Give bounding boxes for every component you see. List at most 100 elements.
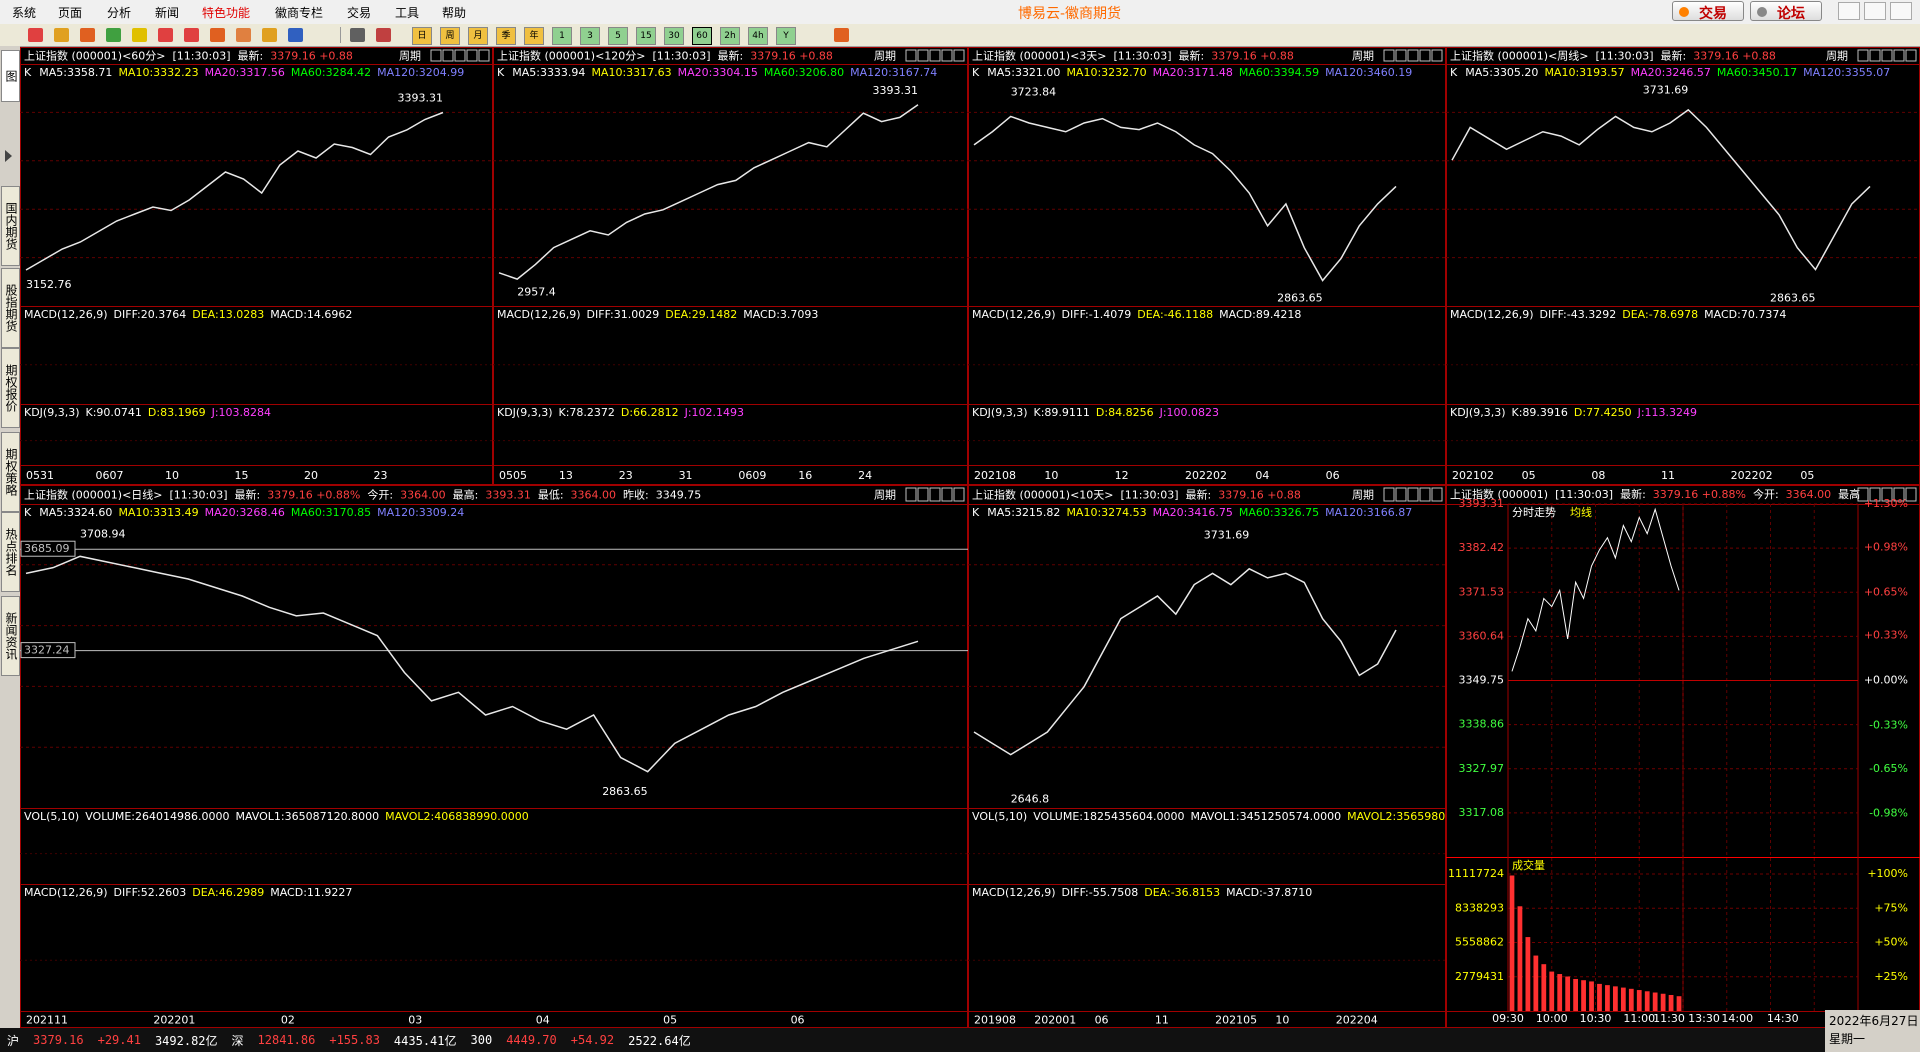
side-tab[interactable]: 期权报价 [1,348,20,428]
tool-icon[interactable] [236,28,251,42]
period-button[interactable]: 年 [524,27,544,45]
y-tick-label: 3371.53 [1459,585,1505,598]
y-tick-label: 3327.97 [1459,762,1505,775]
period-button[interactable]: 30 [664,27,684,45]
vol-y2-tick-label: +75% [1874,901,1908,914]
label-text: DEA:-78.6978 [1622,308,1698,321]
label-text: [11:30:03] [1121,489,1179,502]
label-text: J:113.3249 [1637,406,1697,419]
x-tick-label: 0531 [26,469,54,482]
period-button[interactable]: 日 [412,27,432,45]
period-button[interactable]: 5 [608,27,628,45]
low-label: 2957.4 [517,285,556,298]
tool-icon[interactable] [376,28,391,42]
status-item: 12841.86 [257,1033,316,1047]
x-tick-label: 04 [1255,469,1269,482]
menu-item[interactable]: 徽商专栏 [275,6,324,20]
period-button[interactable]: 周 [440,27,460,45]
side-tab[interactable]: 新闻资讯 [1,596,20,676]
panel-button [953,49,965,62]
vol-tick-label: 11117724 [1448,867,1504,880]
x-tick-label: 202111 [26,1014,68,1027]
tool-icon[interactable] [288,28,303,42]
vol-tick-label: 8338293 [1455,901,1504,914]
menu-item[interactable]: 页面 [58,6,83,20]
period-label: 1 [559,31,565,41]
period-button[interactable]: 4h [748,27,768,45]
side-tab[interactable]: 热点排名 [1,512,20,592]
period-label: 周 [445,31,455,41]
panel-button [1431,487,1443,502]
label-text: D:66.2812 [621,406,679,419]
top-button[interactable]: 论坛 [1750,1,1822,22]
window-control[interactable] [1838,2,1860,20]
period-button[interactable]: 15 [636,27,656,45]
label-text: 最新: [1179,49,1205,63]
label-text: 上证指数 (000001) [1450,487,1548,501]
period-button[interactable]: 60 [692,27,712,45]
x-tick-label: 202202 [1185,469,1227,482]
tool-icon[interactable] [210,28,225,42]
label-text: 上证指数 (000001)<120分> [497,49,646,63]
panel-button [1893,49,1905,62]
side-tab[interactable]: 国内期货 [1,186,20,266]
label-text: MACD(12,26,9) [24,886,108,899]
side-arrow[interactable] [5,150,12,162]
side-tab[interactable]: 期权策略 [1,432,20,512]
tool-icon[interactable] [132,28,147,42]
status-item: +54.92 [570,1033,615,1047]
label-text: MACD(12,26,9) [972,308,1056,321]
period-button[interactable]: 2h [720,27,740,45]
window-control[interactable] [1890,2,1912,20]
label-text: KDJ(9,3,3) [497,406,553,419]
menu-item[interactable]: 系统 [12,6,37,20]
k-label: K [972,506,980,519]
tool-icon[interactable] [158,28,173,42]
side-tab[interactable]: 股指期货 [1,268,20,348]
menu-item[interactable]: 工具 [395,6,420,20]
tool-icon[interactable] [28,28,43,42]
menu-item[interactable]: 新闻 [155,6,180,20]
top-button[interactable]: 交易 [1672,1,1744,22]
tool-icon[interactable] [350,28,365,42]
x-tick-label: 12 [1115,469,1129,482]
period-label: 周期 [1826,50,1848,63]
period-label: 月 [473,31,483,41]
panel-border [968,485,1446,1028]
menu-item[interactable]: 帮助 [442,6,467,20]
window-control[interactable] [1864,2,1886,20]
label-text: MA10:3317.63 [591,66,671,79]
vol-y2-tick-label: +100% [1867,867,1908,880]
label-text: 3379.16 +0.88 [1218,489,1301,502]
label-text: [11:30:03] [1596,50,1654,63]
tool-icon[interactable] [106,28,121,42]
label-text: 3364.00 [1786,488,1832,501]
menu-item[interactable]: 特色功能 [202,6,251,20]
tool-icon[interactable] [184,28,199,42]
tool-icon[interactable] [80,28,95,42]
tool-icon[interactable] [54,28,69,42]
menu-item[interactable]: 分析 [107,6,132,20]
label-text: DEA:-46.1188 [1137,308,1213,321]
app-title: 博易云-徽商期货 [1018,6,1122,22]
tool-icon[interactable] [834,28,849,42]
period-button[interactable]: 月 [468,27,488,45]
price-line [25,555,919,773]
period-button[interactable]: 3 [580,27,600,45]
label-text: [11:30:03] [170,489,228,502]
panel-button [1431,49,1443,62]
label-text: 最高 [1838,487,1860,501]
price-line [1451,108,1871,271]
period-button[interactable]: 1 [552,27,572,45]
status-item: 4435.41亿 [393,1033,457,1048]
period-label: 季 [501,31,511,41]
label-text: 上证指数 (000001)<3天> [972,49,1107,63]
tool-icon[interactable] [262,28,277,42]
menu-item[interactable]: 交易 [347,6,372,20]
label-text: MA20:3171.48 [1153,66,1233,79]
side-tab[interactable]: 图 [1,50,20,102]
label-text: VOL(5,10) [24,810,79,823]
period-button[interactable]: Y [776,27,796,45]
label-text: [11:30:03] [1555,488,1613,501]
period-button[interactable]: 季 [496,27,516,45]
